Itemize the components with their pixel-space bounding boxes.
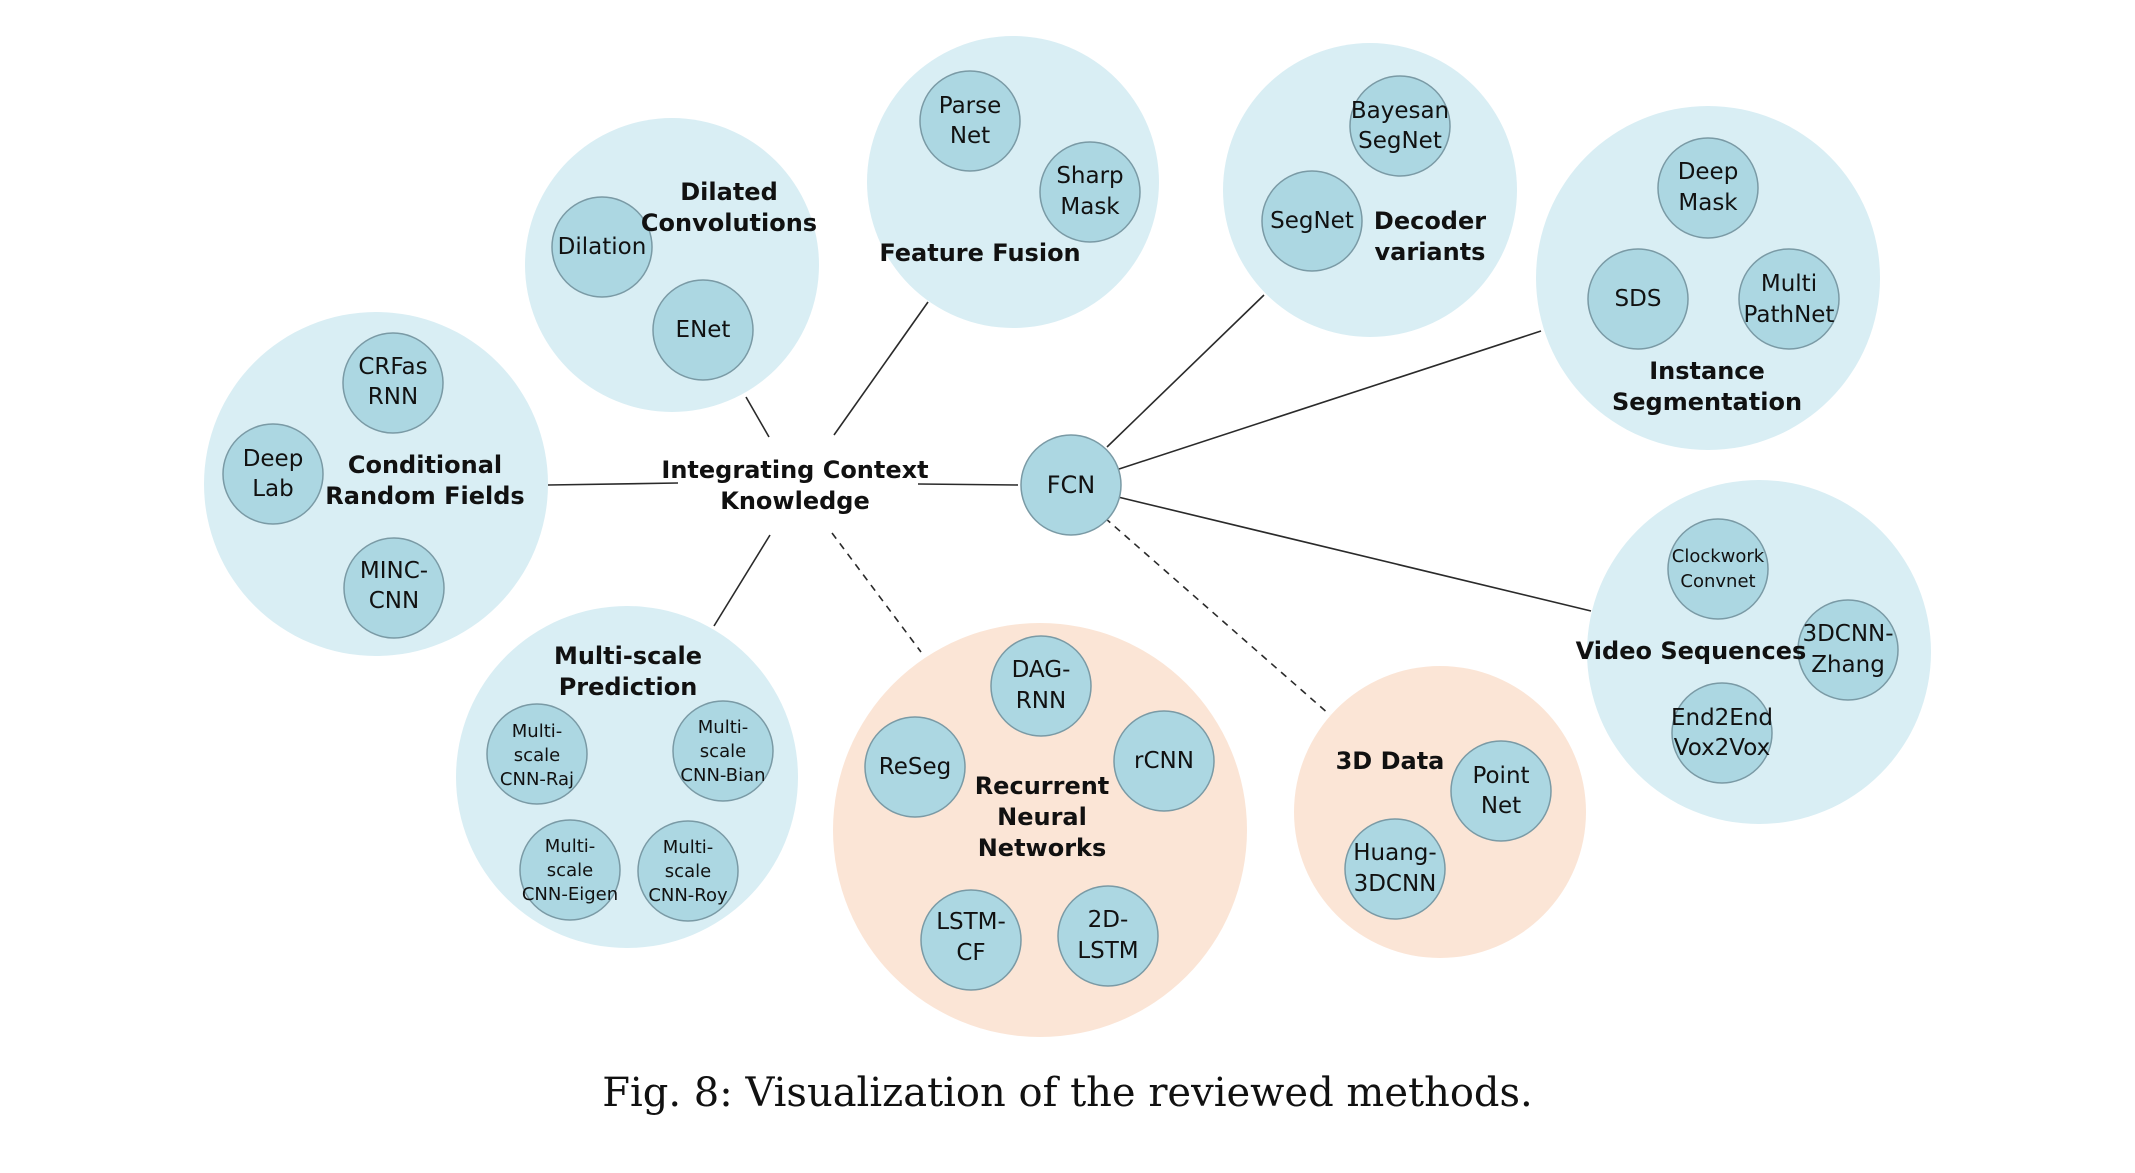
- node-reseg-label: ReSeg: [879, 754, 951, 780]
- node-2dlstm-label: 2D-LSTM: [1077, 907, 1138, 964]
- node-deepmask: [1657, 137, 1759, 239]
- node-sharpmask: [1039, 141, 1141, 243]
- node-multiscale-bian-label: Multi-scale CNN-Bian: [680, 717, 765, 786]
- node-dilation-label: Dilation: [558, 234, 647, 260]
- edge-fcn-instance: [1115, 330, 1542, 471]
- node-deeplab: [222, 423, 324, 525]
- node-dilation: [551, 196, 653, 298]
- group-instance-area: [1536, 106, 1880, 450]
- edge-fcn-decoder: [1106, 294, 1265, 448]
- group-fusion: Parse Net Sharp Mask Feature Fusion: [867, 36, 1159, 328]
- node-2dlstm: [1057, 885, 1159, 987]
- node-enet: [652, 279, 754, 381]
- node-sds-label: SDS: [1615, 286, 1662, 312]
- edges: [547, 294, 1592, 716]
- node-dagrnn: [990, 635, 1092, 737]
- node-deepmask-label: Deep Mask: [1678, 159, 1739, 216]
- hub-fcn: FCN: [1020, 434, 1122, 536]
- edge-context-rnn: [831, 532, 922, 653]
- node-lstmcf: [920, 889, 1022, 991]
- node-crfasrnn: [342, 332, 444, 434]
- group-decoder: Bayesan SegNet SegNet Decoder variants: [1223, 43, 1517, 337]
- group-3d-label: 3D Data: [1336, 747, 1445, 775]
- hub-context: Integrating Context Knowledge: [661, 456, 928, 515]
- node-reseg: [864, 716, 966, 818]
- node-pointnet: [1450, 740, 1552, 842]
- node-multipathnet: [1738, 248, 1840, 350]
- group-video-label: Video Sequences: [1576, 637, 1807, 665]
- node-minccnn-label: MINC-CNN: [360, 558, 428, 614]
- node-3dcnn-zhang-label: 3DCNN-Zhang: [1802, 621, 1893, 678]
- node-clockwork-convnet-label: Clockwork Convnet: [1672, 546, 1765, 592]
- node-multiscale-eigen-label: Multi-scale CNN-Eigen: [522, 836, 618, 905]
- edge-context-multiscale: [713, 534, 771, 627]
- hub-context-label: Integrating Context Knowledge: [661, 456, 928, 515]
- group-video: Clockwork Convnet 3DCNN-Zhang End2End Vox2…: [1576, 480, 1931, 824]
- node-end2end-vox2vox-label: End2End Vox2Vox: [1671, 705, 1773, 761]
- node-pointnet-label: Point Net: [1472, 763, 1529, 819]
- node-rcnn-label: rCNN: [1134, 748, 1194, 774]
- node-multiscale-bian: [672, 700, 774, 802]
- node-dagrnn-label: DAG-RNN: [1012, 657, 1071, 714]
- edge-context-dilated: [745, 396, 770, 438]
- group-multiscale-label: Multi-scale Prediction: [554, 642, 702, 701]
- node-3dcnn-zhang: [1797, 599, 1899, 701]
- node-bayesan-segnet: [1349, 75, 1451, 177]
- hub-fcn-label: FCN: [1047, 471, 1096, 499]
- group-crf-label: Conditional Random Fields: [325, 451, 524, 510]
- node-multiscale-raj: [486, 703, 588, 805]
- node-segnet: [1261, 170, 1363, 272]
- group-rnn-label: Recurrent Neural Networks: [975, 772, 1110, 862]
- node-sharpmask-label: Sharp Mask: [1056, 163, 1123, 220]
- node-rcnn: [1113, 710, 1215, 812]
- group-fusion-label: Feature Fusion: [879, 239, 1080, 267]
- node-minccnn: [343, 537, 445, 639]
- node-crfasrnn-label: CRFas RNN: [358, 354, 427, 410]
- node-segnet-label: SegNet: [1270, 208, 1354, 234]
- node-sds: [1587, 248, 1689, 350]
- node-huang-3dcnn: [1344, 818, 1446, 920]
- group-crf: CRFas RNN Deep Lab MINC-CNN Conditional Ran…: [204, 312, 548, 656]
- group-decoder-label: Decoder variants: [1374, 207, 1486, 266]
- node-huang-3dcnn-label: Huang-3DCNN: [1353, 840, 1436, 897]
- node-lstmcf-label: LSTM-CF: [936, 909, 1006, 966]
- node-deeplab-label: Deep Lab: [243, 446, 304, 502]
- node-clockwork-convnet: [1667, 518, 1769, 620]
- group-dilated: Dilation ENet Dilated Convolutions: [525, 118, 819, 412]
- node-bayesan-segnet-label: Bayesan SegNet: [1351, 98, 1449, 154]
- node-end2end-vox2vox: [1671, 682, 1773, 784]
- node-multiscale-roy-label: Multi-scale CNN-Roy: [648, 837, 728, 906]
- node-multipathnet-label: Multi PathNet: [1744, 271, 1835, 328]
- edge-context-fcn: [917, 483, 1019, 486]
- group-instance: Deep Mask SDS Multi PathNet Instance Segmen…: [1536, 106, 1880, 450]
- figure-caption: Fig. 8: Visualization of the reviewed me…: [602, 1070, 1533, 1116]
- group-multiscale: Multi-scale Prediction Multi-scale CNN-Raj…: [456, 606, 798, 948]
- edge-context-fusion: [833, 301, 929, 436]
- node-multiscale-roy: [637, 820, 739, 922]
- edge-fcn-video: [1117, 496, 1592, 612]
- group-rnn: DAG-RNN ReSeg rCNN LSTM-CF 2D-LSTM Recur…: [833, 623, 1247, 1037]
- node-enet-label: ENet: [676, 317, 731, 343]
- group-dilated-label: Dilated Convolutions: [641, 178, 817, 237]
- node-parsenet-label: Parse Net: [939, 93, 1002, 149]
- node-parsenet: [919, 70, 1021, 172]
- node-multiscale-raj-label: Multi-scale CNN-Raj: [500, 721, 574, 790]
- group-3d: Point Net Huang-3DCNN 3D Data: [1294, 666, 1586, 958]
- edge-fcn-3d: [1104, 517, 1331, 716]
- group-instance-label: Instance Segmentation: [1612, 357, 1802, 416]
- node-multiscale-eigen: [519, 819, 621, 921]
- group-crf-area: [204, 312, 548, 656]
- hub-fcn-node: [1020, 434, 1122, 536]
- edge-context-crf: [547, 482, 679, 486]
